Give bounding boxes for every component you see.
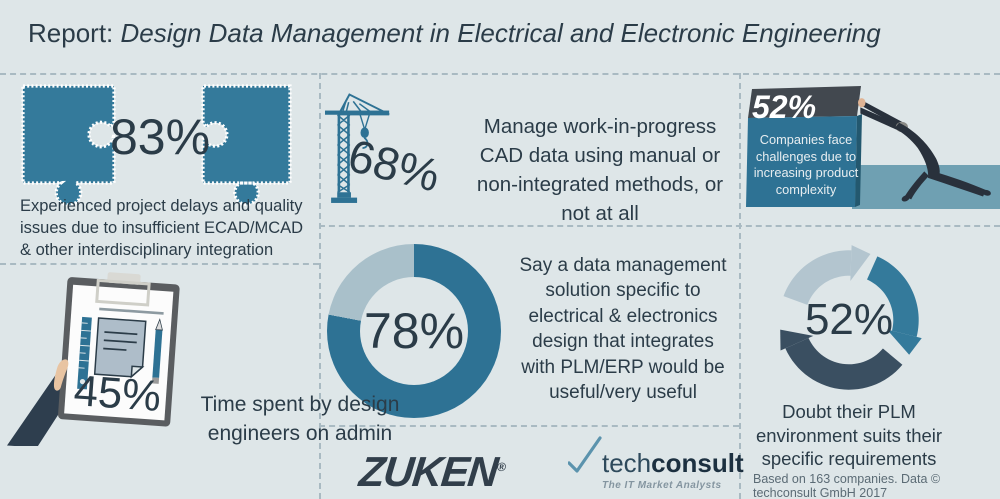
svg-text:45%: 45% [72,367,162,421]
